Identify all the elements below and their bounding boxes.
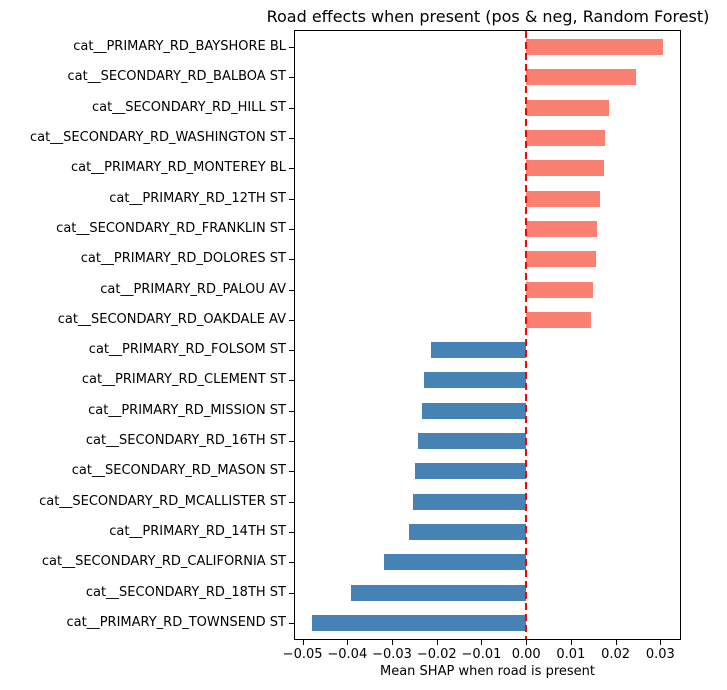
y-tick-mark	[289, 198, 294, 200]
y-tick-label: cat__PRIMARY_RD_MISSION ST	[88, 402, 286, 418]
y-tick-mark	[289, 592, 294, 594]
y-tick-label: cat__SECONDARY_RD_MASON ST	[71, 463, 286, 479]
shap-bar	[424, 372, 527, 389]
y-tick-mark	[289, 471, 294, 473]
x-tick-mark	[526, 640, 528, 645]
y-tick-label: cat__SECONDARY_RD_HILL ST	[92, 99, 286, 115]
x-axis-label: Mean SHAP when road is present	[380, 664, 595, 679]
x-tick-label: 0.03	[645, 647, 675, 662]
shap-bar	[526, 129, 606, 146]
y-tick-label: cat__SECONDARY_RD_BALBOA ST	[67, 69, 286, 85]
y-tick-mark	[289, 350, 294, 352]
x-tick-mark	[570, 640, 572, 645]
y-tick-label: cat__PRIMARY_RD_14TH ST	[109, 524, 286, 540]
y-tick-label: cat__PRIMARY_RD_BAYSHORE BL	[73, 39, 286, 54]
x-tick-label: −0.02	[416, 647, 457, 662]
shap-bar	[526, 69, 636, 86]
y-tick-mark	[289, 501, 294, 503]
y-tick-mark	[289, 228, 294, 230]
y-tick-label: cat__PRIMARY_RD_CLEMENT ST	[81, 372, 286, 388]
y-tick-mark	[289, 259, 294, 261]
x-tick-label: −0.03	[372, 647, 412, 662]
x-tick-label: 0.01	[556, 647, 586, 662]
shap-bar	[526, 190, 601, 207]
y-tick-label: cat__PRIMARY_RD_TOWNSEND ST	[66, 615, 287, 630]
y-tick-mark	[289, 623, 294, 624]
shap-bar	[431, 342, 527, 359]
y-tick-label: cat__SECONDARY_RD_16TH ST	[85, 433, 286, 449]
y-tick-mark	[289, 562, 294, 564]
x-tick-mark	[436, 640, 438, 645]
x-tick-mark	[615, 640, 617, 645]
y-tick-mark	[289, 47, 294, 48]
shap-bar	[421, 402, 527, 419]
plot-area	[294, 30, 681, 640]
shap-bar	[350, 584, 527, 601]
shap-bar	[526, 311, 592, 328]
y-tick-mark	[289, 289, 294, 291]
y-tick-label: cat__SECONDARY_RD_WASHINGTON ST	[29, 129, 286, 145]
y-tick-mark	[289, 410, 294, 412]
x-tick-mark	[302, 640, 304, 645]
shap-bar	[526, 99, 609, 116]
y-tick-mark	[289, 168, 294, 170]
y-tick-mark	[289, 532, 294, 534]
shap-bar	[526, 220, 597, 237]
y-tick-mark	[289, 77, 294, 79]
x-tick-label: −0.04	[327, 647, 368, 662]
shap-bar	[312, 615, 527, 631]
y-tick-label: cat__PRIMARY_RD_FOLSOM ST	[88, 342, 286, 358]
y-tick-mark	[289, 441, 294, 443]
shap-bar	[413, 493, 527, 510]
shap-bar	[526, 160, 604, 177]
x-tick-label: −0.05	[282, 647, 323, 662]
shap-bar	[526, 39, 663, 55]
y-tick-label: cat__SECONDARY_RD_18TH ST	[85, 584, 286, 600]
x-tick-label: 0.00	[511, 647, 541, 662]
y-tick-label: cat__PRIMARY_RD_12TH ST	[109, 190, 286, 206]
shap-bar	[526, 251, 596, 268]
shap-bar	[383, 554, 527, 571]
x-tick-mark	[481, 640, 483, 645]
x-tick-mark	[660, 640, 662, 645]
y-tick-label: cat__PRIMARY_RD_DOLORES ST	[80, 251, 286, 267]
y-tick-mark	[289, 107, 294, 109]
y-tick-mark	[289, 137, 294, 139]
y-tick-label: cat__SECONDARY_RD_CALIFORNIA ST	[41, 554, 286, 570]
y-tick-mark	[289, 380, 294, 382]
shap-bar	[526, 281, 594, 298]
shap-bar	[418, 433, 527, 450]
x-tick-mark	[347, 640, 349, 645]
zero-reference-line	[525, 31, 528, 639]
y-tick-label: cat__SECONDARY_RD_FRANKLIN ST	[56, 220, 286, 236]
x-tick-label: 0.02	[601, 647, 631, 662]
y-tick-label: cat__PRIMARY_RD_PALOU AV	[100, 281, 286, 297]
x-tick-label: −0.01	[461, 647, 502, 662]
chart-title: Road effects when present (pos & neg, Ra…	[266, 7, 710, 26]
y-tick-label: cat__SECONDARY_RD_OAKDALE AV	[57, 311, 286, 327]
y-tick-label: cat__PRIMARY_RD_MONTEREY BL	[70, 160, 286, 176]
x-tick-mark	[392, 640, 394, 645]
shap-bar	[408, 524, 527, 541]
y-tick-label: cat__SECONDARY_RD_MCALLISTER ST	[39, 493, 286, 509]
y-tick-mark	[289, 319, 294, 321]
shap-bar	[415, 463, 527, 480]
